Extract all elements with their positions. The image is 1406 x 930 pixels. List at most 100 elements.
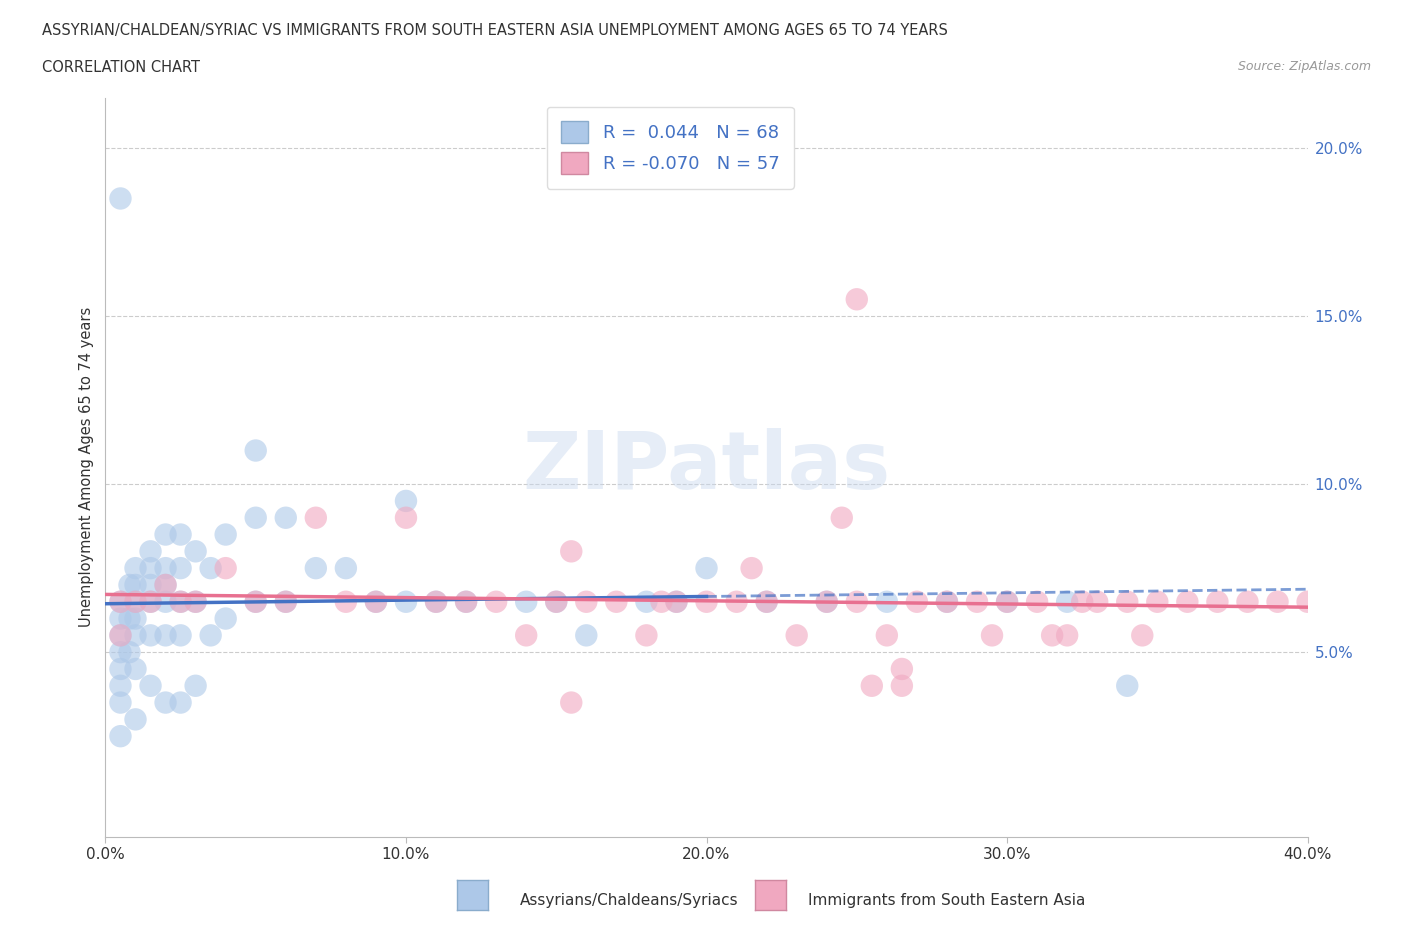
Point: [636, 594, 658, 609]
Point: [845, 594, 868, 609]
Point: [110, 644, 132, 659]
Point: [425, 594, 447, 609]
Point: [1071, 594, 1094, 609]
Point: [560, 695, 582, 710]
Point: [118, 578, 141, 592]
Point: [665, 594, 688, 609]
Point: [395, 594, 418, 609]
Point: [169, 695, 191, 710]
Point: [139, 594, 162, 609]
Point: [876, 628, 898, 643]
Point: [155, 578, 177, 592]
Point: [139, 544, 162, 559]
Point: [815, 594, 838, 609]
Text: ASSYRIAN/CHALDEAN/SYRIAC VS IMMIGRANTS FROM SOUTH EASTERN ASIA UNEMPLOYMENT AMON: ASSYRIAN/CHALDEAN/SYRIAC VS IMMIGRANTS F…: [42, 23, 948, 38]
Y-axis label: Unemployment Among Ages 65 to 74 years: Unemployment Among Ages 65 to 74 years: [79, 307, 94, 628]
Point: [155, 578, 177, 592]
Point: [1116, 594, 1139, 609]
Point: [110, 661, 132, 676]
Point: [845, 292, 868, 307]
Point: [184, 594, 207, 609]
Point: [546, 594, 568, 609]
Point: [1236, 594, 1258, 609]
Point: [139, 561, 162, 576]
Point: [139, 678, 162, 693]
Point: [155, 561, 177, 576]
Point: [214, 527, 236, 542]
Point: [1206, 594, 1229, 609]
Point: [184, 544, 207, 559]
Point: [936, 594, 959, 609]
Point: [110, 628, 132, 643]
Point: [155, 527, 177, 542]
Point: [155, 628, 177, 643]
Point: [966, 594, 988, 609]
Point: [995, 594, 1018, 609]
Point: [245, 443, 267, 458]
Point: [454, 594, 477, 609]
Point: [110, 594, 132, 609]
Point: [139, 594, 162, 609]
Point: [665, 594, 688, 609]
Point: [831, 511, 853, 525]
Point: [274, 594, 297, 609]
Point: [395, 494, 418, 509]
Point: [110, 695, 132, 710]
Point: [245, 594, 267, 609]
Point: [485, 594, 508, 609]
Point: [305, 511, 328, 525]
Point: [245, 594, 267, 609]
Point: [118, 611, 141, 626]
Point: [139, 628, 162, 643]
Point: [936, 594, 959, 609]
Point: [741, 561, 763, 576]
Point: [124, 594, 146, 609]
Point: [139, 578, 162, 592]
Point: [169, 594, 191, 609]
Point: [155, 695, 177, 710]
Point: [214, 611, 236, 626]
Point: [425, 594, 447, 609]
Point: [274, 594, 297, 609]
Point: [124, 578, 146, 592]
Point: [546, 594, 568, 609]
Point: [110, 678, 132, 693]
Point: [245, 511, 267, 525]
Text: CORRELATION CHART: CORRELATION CHART: [42, 60, 200, 75]
Point: [786, 628, 808, 643]
Point: [124, 611, 146, 626]
Point: [110, 191, 132, 206]
Point: [1056, 594, 1078, 609]
Point: [155, 594, 177, 609]
Point: [860, 678, 883, 693]
Point: [1040, 628, 1063, 643]
Point: [755, 594, 778, 609]
Point: [650, 594, 672, 609]
Point: [364, 594, 387, 609]
Point: [981, 628, 1004, 643]
Point: [454, 594, 477, 609]
Point: [696, 594, 718, 609]
Point: [905, 594, 928, 609]
Point: [200, 561, 222, 576]
Point: [890, 661, 912, 676]
Point: [1175, 594, 1198, 609]
Point: [124, 661, 146, 676]
Point: [575, 628, 598, 643]
Point: [995, 594, 1018, 609]
Point: [335, 594, 357, 609]
Point: [815, 594, 838, 609]
Text: Source: ZipAtlas.com: Source: ZipAtlas.com: [1237, 60, 1371, 73]
Text: Immigrants from South Eastern Asia: Immigrants from South Eastern Asia: [808, 893, 1085, 908]
Point: [274, 511, 297, 525]
Point: [110, 729, 132, 744]
Point: [200, 628, 222, 643]
Point: [755, 594, 778, 609]
Point: [184, 678, 207, 693]
Point: [118, 644, 141, 659]
Point: [1026, 594, 1049, 609]
Point: [1267, 594, 1289, 609]
Point: [1085, 594, 1108, 609]
Point: [110, 611, 132, 626]
Point: [1116, 678, 1139, 693]
